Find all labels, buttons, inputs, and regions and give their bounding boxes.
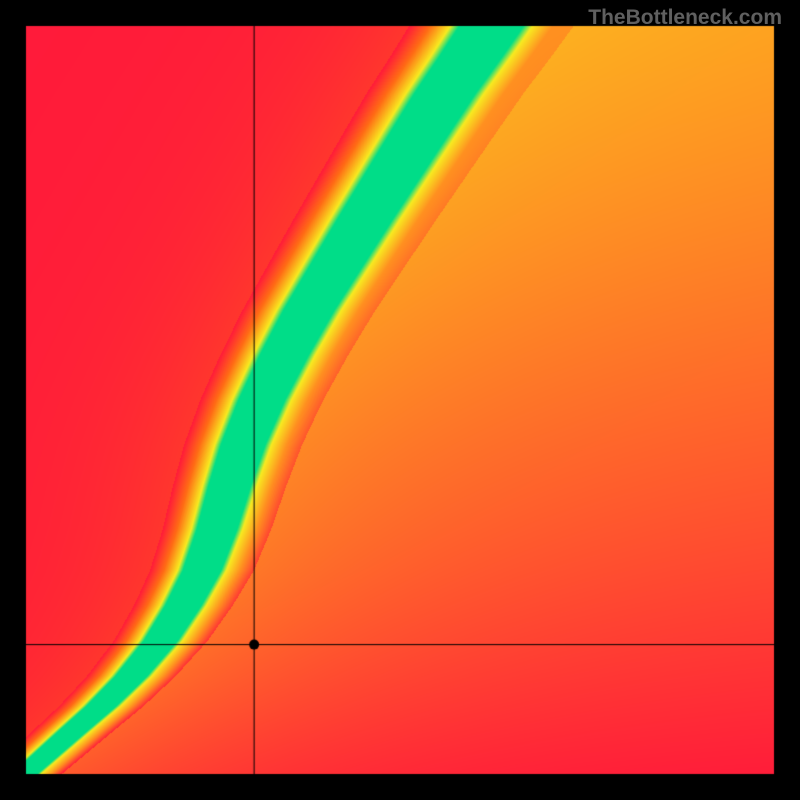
watermark-text: TheBottleneck.com [588,6,782,30]
heatmap-canvas [0,0,800,800]
chart-container: TheBottleneck.com [0,0,800,800]
